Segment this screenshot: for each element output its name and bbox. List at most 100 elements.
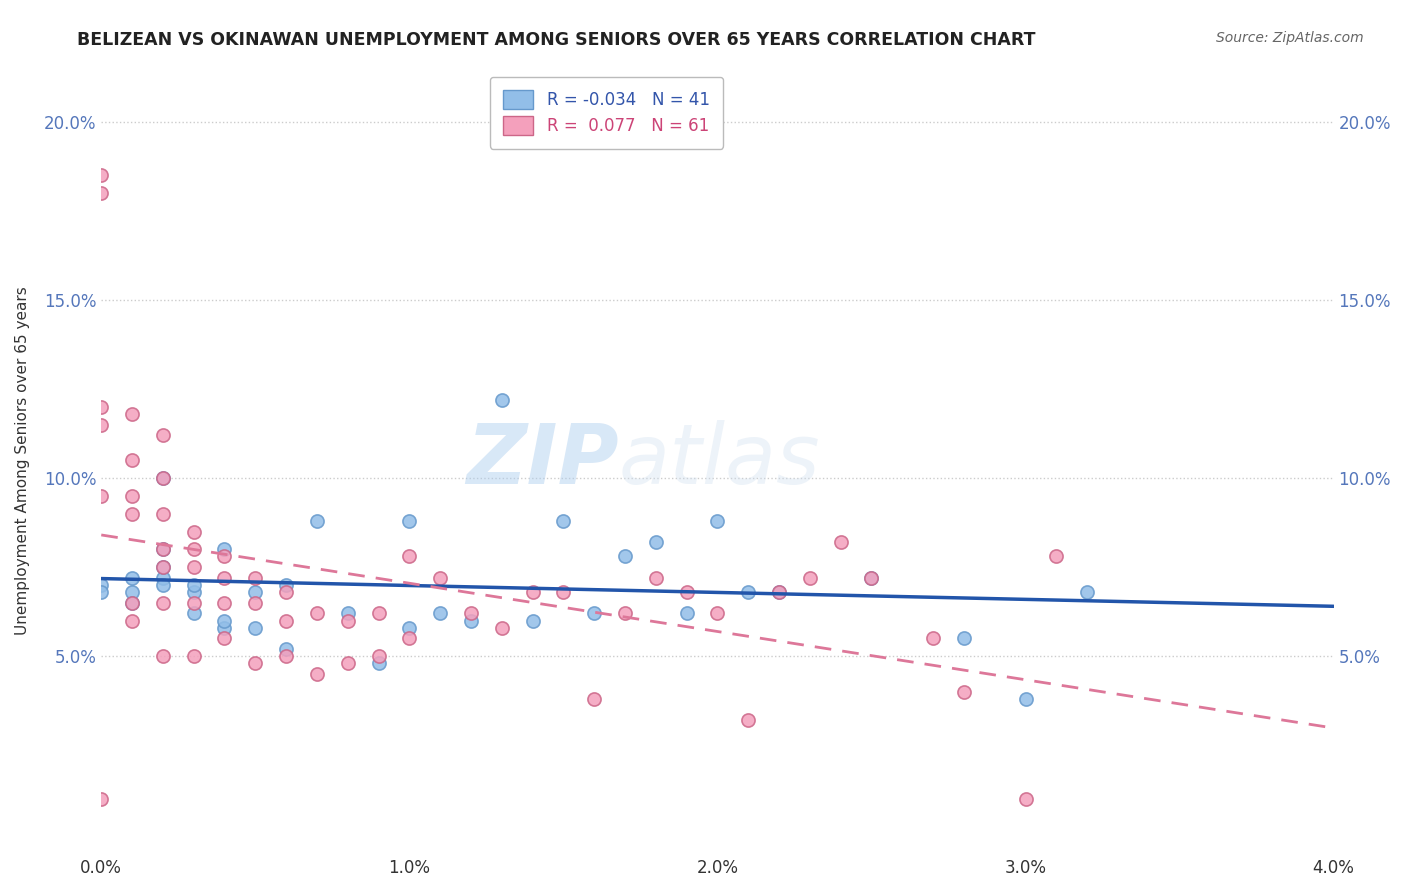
Point <box>398 549 420 564</box>
Text: BELIZEAN VS OKINAWAN UNEMPLOYMENT AMONG SENIORS OVER 65 YEARS CORRELATION CHART: BELIZEAN VS OKINAWAN UNEMPLOYMENT AMONG … <box>77 31 1036 49</box>
Point <box>183 542 205 557</box>
Point <box>245 657 267 671</box>
Point <box>214 571 236 585</box>
Point <box>214 596 236 610</box>
Point <box>183 649 205 664</box>
Point <box>152 649 174 664</box>
Point <box>1014 791 1036 805</box>
Point <box>90 489 112 503</box>
Point <box>398 621 420 635</box>
Point <box>121 596 143 610</box>
Point <box>583 607 606 621</box>
Point <box>460 614 482 628</box>
Point <box>121 507 143 521</box>
Point <box>553 585 575 599</box>
Point <box>644 571 666 585</box>
Point <box>152 507 174 521</box>
Point <box>768 585 790 599</box>
Point <box>214 614 236 628</box>
Point <box>183 524 205 539</box>
Point <box>152 596 174 610</box>
Point <box>460 607 482 621</box>
Point <box>336 614 359 628</box>
Point <box>583 692 606 706</box>
Point <box>553 514 575 528</box>
Point <box>183 596 205 610</box>
Point <box>429 571 451 585</box>
Point <box>152 471 174 485</box>
Point <box>214 549 236 564</box>
Point <box>152 560 174 574</box>
Point <box>1014 692 1036 706</box>
Point <box>305 667 328 681</box>
Point <box>121 571 143 585</box>
Point <box>737 713 759 727</box>
Point <box>398 514 420 528</box>
Text: Source: ZipAtlas.com: Source: ZipAtlas.com <box>1216 31 1364 45</box>
Point <box>644 535 666 549</box>
Point <box>614 607 637 621</box>
Point <box>121 453 143 467</box>
Point <box>768 585 790 599</box>
Point <box>121 407 143 421</box>
Point <box>522 614 544 628</box>
Point <box>522 585 544 599</box>
Point <box>90 400 112 414</box>
Point <box>121 489 143 503</box>
Point <box>152 578 174 592</box>
Point <box>152 560 174 574</box>
Point <box>245 596 267 610</box>
Point <box>860 571 883 585</box>
Point <box>90 585 112 599</box>
Point <box>367 649 389 664</box>
Text: atlas: atlas <box>619 420 821 500</box>
Point <box>305 514 328 528</box>
Point <box>274 642 297 657</box>
Point <box>830 535 852 549</box>
Point <box>614 549 637 564</box>
Point <box>245 621 267 635</box>
Point <box>183 585 205 599</box>
Point <box>152 542 174 557</box>
Point <box>183 578 205 592</box>
Point <box>274 614 297 628</box>
Point <box>367 657 389 671</box>
Point <box>860 571 883 585</box>
Point <box>152 428 174 442</box>
Point <box>183 607 205 621</box>
Point <box>152 542 174 557</box>
Point <box>245 571 267 585</box>
Point <box>429 607 451 621</box>
Point <box>90 417 112 432</box>
Point <box>214 632 236 646</box>
Point <box>1045 549 1067 564</box>
Point <box>121 596 143 610</box>
Y-axis label: Unemployment Among Seniors over 65 years: Unemployment Among Seniors over 65 years <box>15 286 30 635</box>
Point <box>214 621 236 635</box>
Point <box>274 649 297 664</box>
Point <box>214 542 236 557</box>
Point <box>90 578 112 592</box>
Point <box>121 585 143 599</box>
Point <box>922 632 945 646</box>
Point <box>675 607 697 621</box>
Point <box>336 607 359 621</box>
Point <box>183 560 205 574</box>
Point <box>799 571 821 585</box>
Point <box>274 578 297 592</box>
Point <box>675 585 697 599</box>
Point <box>90 169 112 183</box>
Point <box>953 632 976 646</box>
Point <box>245 585 267 599</box>
Point <box>491 621 513 635</box>
Point <box>398 632 420 646</box>
Point <box>90 791 112 805</box>
Text: ZIP: ZIP <box>467 420 619 500</box>
Point <box>491 392 513 407</box>
Point <box>152 471 174 485</box>
Point <box>367 607 389 621</box>
Point <box>737 585 759 599</box>
Point <box>706 607 728 621</box>
Point <box>953 685 976 699</box>
Point <box>1076 585 1098 599</box>
